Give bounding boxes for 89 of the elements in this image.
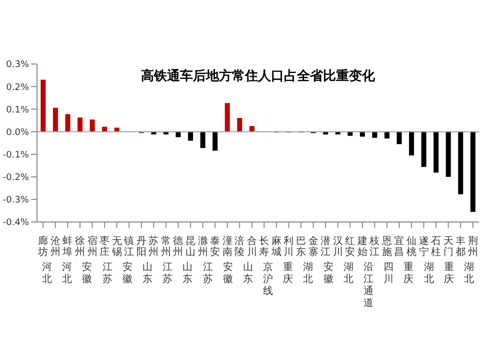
bar bbox=[384, 132, 390, 138]
text: 山东 bbox=[242, 262, 254, 286]
x-tick-label: 金寨 bbox=[308, 235, 318, 258]
x-tick-label: 枣庄 bbox=[100, 235, 110, 258]
text: 山东 bbox=[182, 262, 194, 286]
x-tick-label: 潜江 bbox=[320, 235, 331, 258]
x-tick-label: 宜昌 bbox=[394, 235, 404, 258]
x-tick-label: 无锡 bbox=[110, 236, 122, 258]
bar bbox=[40, 80, 46, 132]
x-tick-label: 镇江 bbox=[123, 235, 134, 258]
x-tick-label: 天门 bbox=[443, 236, 454, 258]
text: 重庆 bbox=[282, 262, 294, 286]
bar bbox=[446, 132, 451, 177]
y-tick-label: -0.2% bbox=[2, 173, 30, 184]
x-tick-label: 泰安 bbox=[210, 236, 220, 258]
text: 安徽 bbox=[121, 262, 134, 286]
x-tick-label: 德州 bbox=[173, 236, 184, 258]
text: 安徽 bbox=[81, 262, 94, 286]
x-tick-label: 丰都 bbox=[456, 235, 466, 258]
bar bbox=[90, 120, 95, 132]
bar bbox=[396, 132, 402, 144]
x-tick-label: 石柱 bbox=[431, 236, 442, 258]
x-tick-label: 常州 bbox=[160, 235, 171, 258]
x-tick-label: 长寿 bbox=[259, 235, 270, 258]
text: 四川 bbox=[382, 262, 395, 286]
bar bbox=[176, 132, 181, 138]
x-tick-label: 荆州 bbox=[468, 235, 478, 258]
text: 江苏 bbox=[101, 262, 114, 286]
text: 湖北 bbox=[422, 262, 435, 286]
chart-title: 高铁通车后地方常住人口占全省比重变化 bbox=[140, 68, 376, 85]
text: 湖北 bbox=[302, 262, 314, 286]
text: 重庆 bbox=[442, 262, 455, 286]
x-tick-label: 建始 bbox=[356, 235, 368, 258]
x-tick-label: 利川 bbox=[284, 235, 294, 258]
y-tick-label: 0.1% bbox=[6, 105, 30, 116]
y-tick-label: -0.1% bbox=[2, 150, 30, 160]
bar bbox=[102, 126, 108, 132]
bar bbox=[421, 132, 426, 167]
bar bbox=[188, 132, 194, 141]
x-tick-label: 蚌埠 bbox=[62, 235, 73, 258]
y-tick-label: 0.0% bbox=[6, 128, 30, 138]
bar bbox=[224, 103, 230, 132]
x-tick-label: 枝江 bbox=[368, 235, 380, 258]
text: 重庆 bbox=[402, 262, 415, 286]
x-tick-label: 苏州 bbox=[148, 235, 159, 258]
x-tick-label: 徐州 bbox=[74, 235, 85, 258]
bar bbox=[458, 132, 464, 194]
y-tick-label: -0.4% bbox=[2, 218, 30, 228]
bar bbox=[372, 132, 378, 138]
x-tick-label: 巴东 bbox=[296, 236, 306, 258]
bar bbox=[237, 118, 242, 132]
x-tick-label: 潼南 bbox=[222, 235, 232, 258]
text: 江苏 bbox=[202, 262, 214, 286]
y-tick-label: -0.3% bbox=[2, 196, 30, 206]
x-tick-label: 汉川 bbox=[332, 235, 343, 258]
x-tick-label: 仙桃 bbox=[406, 236, 416, 258]
y-tick-label: 0.2% bbox=[6, 82, 30, 93]
x-tick-label: 遂宁 bbox=[418, 235, 429, 258]
text: 河北 bbox=[61, 262, 74, 286]
bar bbox=[434, 132, 439, 173]
x-tick-label: 滁州 bbox=[198, 235, 208, 258]
x-tick-label: 昆山 bbox=[185, 236, 196, 258]
text: 湖北 bbox=[342, 262, 354, 286]
bar bbox=[409, 132, 414, 156]
text: 京沪线 bbox=[262, 262, 274, 298]
x-tick-label: 沧州 bbox=[50, 235, 60, 258]
x-tick-label: 宿州 bbox=[87, 235, 98, 258]
x-tick-label: 麻城 bbox=[270, 235, 282, 258]
text: 安徽 bbox=[322, 262, 334, 286]
bar bbox=[65, 114, 70, 132]
text: 安徽 bbox=[222, 262, 234, 286]
text: 河北 bbox=[41, 262, 54, 286]
text: 山东 bbox=[142, 262, 154, 286]
bar bbox=[52, 108, 58, 132]
bar bbox=[360, 132, 365, 137]
x-tick-label: 合川 bbox=[246, 235, 257, 258]
bar bbox=[212, 132, 218, 151]
y-tick-label: 0.3% bbox=[6, 60, 30, 70]
x-tick-label: 丹阳 bbox=[136, 236, 146, 258]
bar bbox=[470, 132, 476, 212]
x-tick-label: 恩施 bbox=[380, 236, 392, 258]
bar bbox=[200, 132, 206, 148]
bar bbox=[78, 117, 83, 132]
text: 湖北 bbox=[462, 262, 475, 286]
x-tick-label: 红安 bbox=[345, 235, 356, 258]
text: 沿江通道 bbox=[362, 262, 374, 310]
x-tick-label: 涪陵 bbox=[234, 235, 245, 258]
x-tick-label: 廊坊 bbox=[37, 235, 48, 258]
text: 江苏 bbox=[162, 262, 174, 286]
